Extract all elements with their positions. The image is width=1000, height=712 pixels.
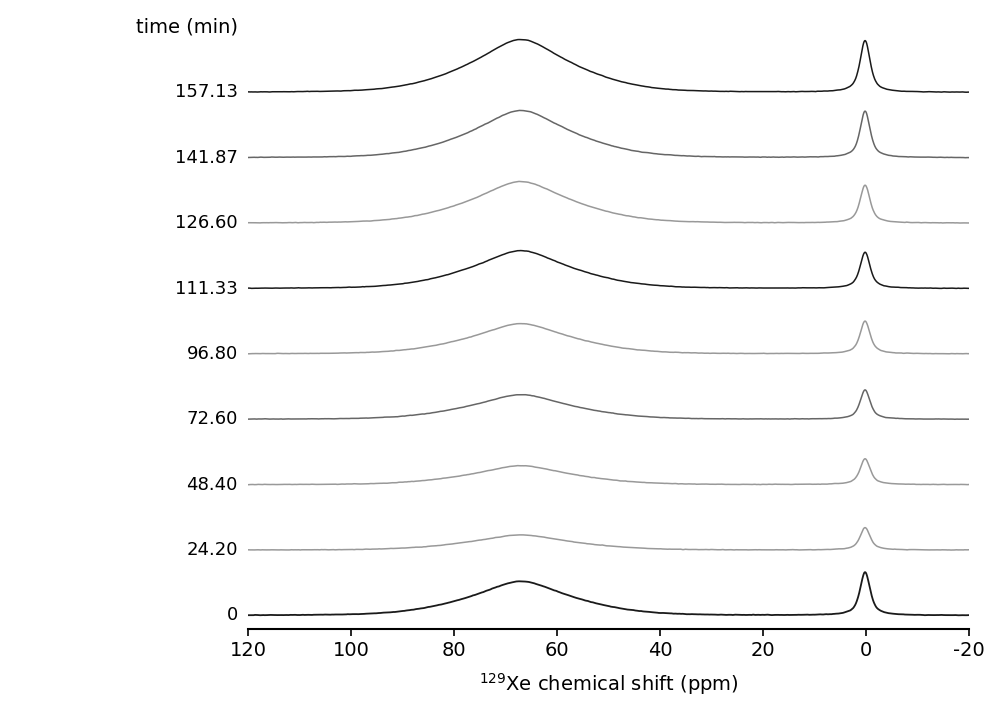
Text: 126.60: 126.60 bbox=[175, 214, 238, 232]
Text: 141.87: 141.87 bbox=[175, 149, 238, 167]
Text: 111.33: 111.33 bbox=[175, 280, 238, 298]
Text: 96.80: 96.80 bbox=[187, 345, 238, 363]
Text: 0: 0 bbox=[227, 607, 238, 624]
Text: 48.40: 48.40 bbox=[186, 476, 238, 493]
Text: 24.20: 24.20 bbox=[186, 541, 238, 559]
X-axis label: $^{129}$Xe chemical shift (ppm): $^{129}$Xe chemical shift (ppm) bbox=[479, 671, 739, 697]
Text: 72.60: 72.60 bbox=[186, 410, 238, 429]
Text: time (min): time (min) bbox=[136, 18, 238, 37]
Text: 157.13: 157.13 bbox=[175, 83, 238, 101]
